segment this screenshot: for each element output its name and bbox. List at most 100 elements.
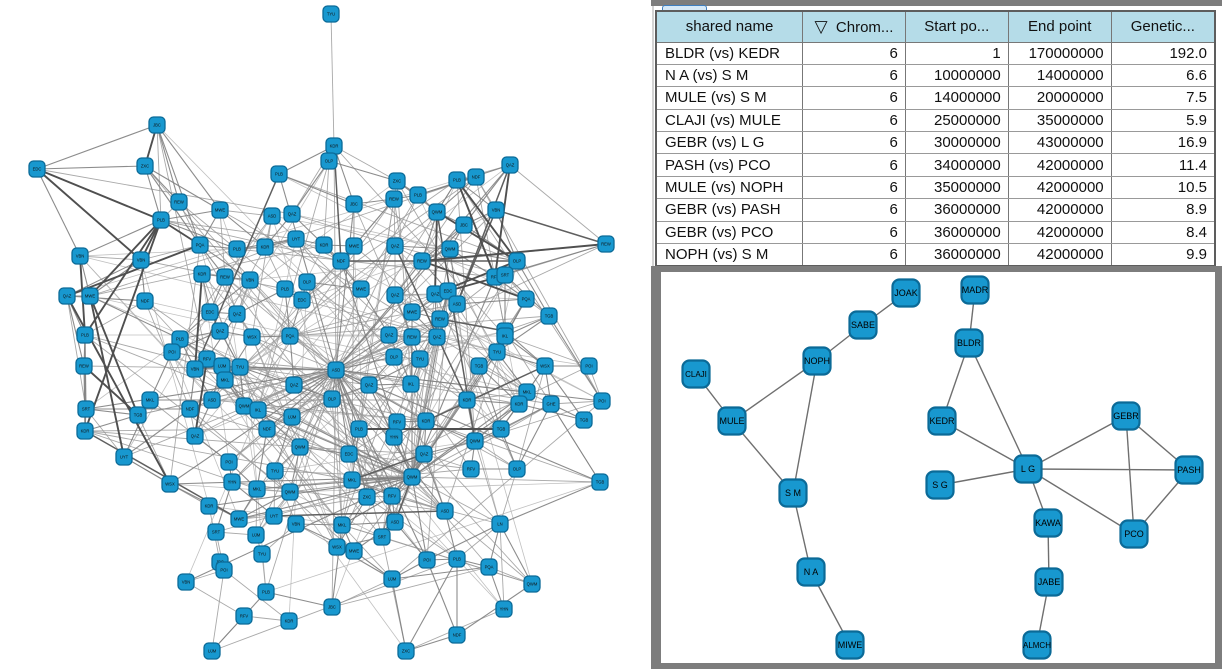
svg-text:KDR: KDR <box>422 419 431 424</box>
svg-text:QAZ: QAZ <box>233 312 242 317</box>
svg-text:POI: POI <box>225 460 232 465</box>
svg-text:KDR: KDR <box>261 245 270 250</box>
svg-text:GHE: GHE <box>546 402 555 407</box>
svg-text:RFV: RFV <box>240 614 249 619</box>
svg-text:WSX: WSX <box>247 335 257 340</box>
svg-text:OLP: OLP <box>390 355 399 360</box>
svg-text:YHN: YHN <box>228 480 237 485</box>
svg-text:QAZ: QAZ <box>216 329 225 334</box>
svg-text:VBN: VBN <box>246 278 255 283</box>
svg-text:EDC: EDC <box>298 298 307 303</box>
svg-text:POI: POI <box>585 364 592 369</box>
svg-text:S M: S M <box>785 488 801 498</box>
svg-text:MKL: MKL <box>253 487 262 492</box>
svg-text:TGB: TGB <box>545 314 554 319</box>
svg-text:S G: S G <box>932 480 948 490</box>
svg-text:PLB: PLB <box>233 247 241 252</box>
svg-text:GEBR: GEBR <box>1113 411 1139 421</box>
svg-text:QAZ: QAZ <box>391 244 400 249</box>
svg-text:KDR: KDR <box>463 398 472 403</box>
svg-text:UYT: UYT <box>292 237 301 242</box>
svg-text:EDC: EDC <box>444 289 453 294</box>
svg-text:TGB: TGB <box>497 427 506 432</box>
svg-text:VBN: VBN <box>292 522 301 527</box>
svg-text:QAZ: QAZ <box>290 383 299 388</box>
svg-text:MKL: MKL <box>523 390 532 395</box>
svg-text:QAZ: QAZ <box>420 452 429 457</box>
svg-text:UJM: UJM <box>288 415 297 420</box>
svg-text:QAZ: QAZ <box>63 294 72 299</box>
svg-text:MADR: MADR <box>962 285 989 295</box>
svg-text:QWM: QWM <box>285 490 296 495</box>
svg-text:MWE: MWE <box>407 310 417 315</box>
svg-text:ASD: ASD <box>441 509 450 514</box>
svg-text:KDR: KDR <box>515 402 524 407</box>
svg-text:MKL: MKL <box>348 478 357 483</box>
svg-text:PLB: PLB <box>414 193 422 198</box>
svg-text:MKL: MKL <box>221 378 230 383</box>
svg-text:KDR: KDR <box>320 243 329 248</box>
svg-text:ALMCH: ALMCH <box>1023 641 1051 650</box>
svg-text:KEDR: KEDR <box>929 416 955 426</box>
svg-text:MWE: MWE <box>356 287 366 292</box>
svg-text:PLB: PLB <box>281 287 289 292</box>
svg-text:VBN: VBN <box>182 580 191 585</box>
svg-text:NDF: NDF <box>472 175 481 180</box>
svg-text:SRT: SRT <box>378 535 387 540</box>
svg-text:REW: REW <box>435 317 445 322</box>
svg-text:ASD: ASD <box>268 214 277 219</box>
svg-text:TGB: TGB <box>134 413 143 418</box>
svg-text:QWM: QWM <box>470 439 481 444</box>
svg-text:LN: LN <box>497 522 502 527</box>
svg-text:MKL: MKL <box>338 523 347 528</box>
svg-text:REW: REW <box>601 242 611 247</box>
svg-text:NDF: NDF <box>141 299 150 304</box>
svg-text:REW: REW <box>407 335 417 340</box>
svg-text:ASD: ASD <box>332 368 341 373</box>
svg-text:VBN: VBN <box>492 208 501 213</box>
svg-text:SABE: SABE <box>851 320 875 330</box>
svg-text:YHN: YHN <box>390 435 399 440</box>
svg-text:PLB: PLB <box>157 218 165 223</box>
svg-text:POI: POI <box>598 399 605 404</box>
svg-text:RFV: RFV <box>491 275 500 280</box>
svg-text:ZXC: ZXC <box>363 495 371 500</box>
svg-text:SRT: SRT <box>212 530 221 535</box>
svg-text:JOAK: JOAK <box>894 288 918 298</box>
svg-text:MKL: MKL <box>146 398 155 403</box>
svg-text:PLB: PLB <box>176 337 184 342</box>
svg-text:UJM: UJM <box>388 577 397 582</box>
svg-text:TYU: TYU <box>271 469 279 474</box>
svg-text:IKL: IKL <box>408 382 415 387</box>
svg-text:EDC: EDC <box>345 452 354 457</box>
svg-text:VBN: VBN <box>137 258 146 263</box>
svg-text:UYT: UYT <box>270 514 279 519</box>
svg-text:ASD: ASD <box>453 302 462 307</box>
svg-text:MWE: MWE <box>215 208 225 213</box>
svg-text:OLP: OLP <box>325 159 334 164</box>
svg-text:TYU: TYU <box>327 12 335 17</box>
svg-text:N A: N A <box>804 567 819 577</box>
svg-text:QWM: QWM <box>295 445 306 450</box>
svg-text:ASD: ASD <box>391 520 400 525</box>
svg-text:TYU: TYU <box>416 357 424 362</box>
svg-text:NDF: NDF <box>186 407 195 412</box>
svg-text:PQA: PQA <box>485 565 494 570</box>
svg-text:REW: REW <box>174 200 184 205</box>
svg-text:QAZ: QAZ <box>365 383 374 388</box>
svg-text:NDF: NDF <box>263 427 272 432</box>
svg-text:RFV: RFV <box>203 357 212 362</box>
svg-text:OLP: OLP <box>303 280 312 285</box>
svg-text:KDR: KDR <box>285 619 294 624</box>
svg-text:QWM: QWM <box>527 582 538 587</box>
svg-text:MWE: MWE <box>349 244 359 249</box>
svg-text:RFV: RFV <box>388 494 397 499</box>
svg-text:CLAJI: CLAJI <box>685 370 707 379</box>
svg-text:ZXC: ZXC <box>393 179 401 184</box>
svg-text:JBC: JBC <box>460 223 468 228</box>
svg-text:L G: L G <box>1021 464 1035 474</box>
svg-text:TYU: TYU <box>493 350 501 355</box>
svg-text:KDR: KDR <box>205 504 214 509</box>
svg-text:IKL: IKL <box>502 334 509 339</box>
svg-text:EDC: EDC <box>206 310 215 315</box>
